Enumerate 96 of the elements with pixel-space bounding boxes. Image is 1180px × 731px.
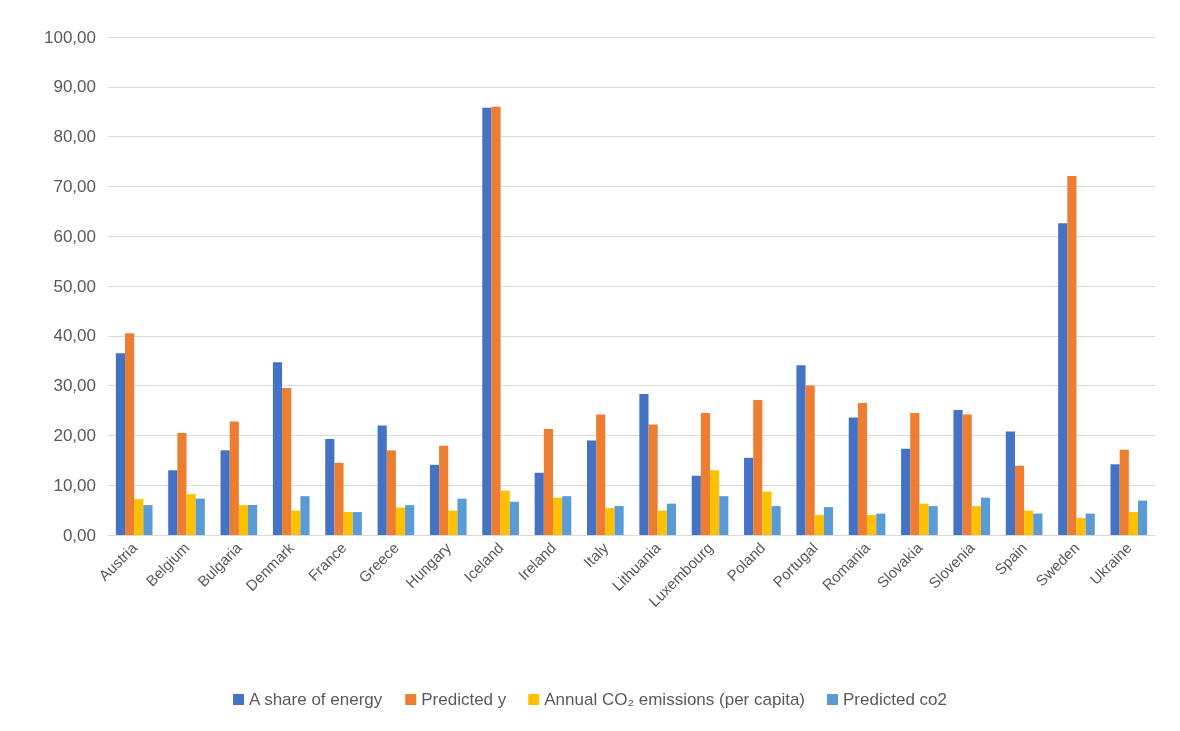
bar [857,403,868,535]
bar [771,506,781,535]
bar [125,333,135,535]
bar [848,417,858,535]
bar [500,490,510,535]
bar [928,506,938,535]
bar [195,498,205,535]
y-tick-label: 60,00 [53,226,96,246]
bar [753,400,763,535]
bar [377,425,387,535]
bar [1119,449,1129,535]
bar [238,505,249,535]
bar [953,410,963,535]
y-tick-label: 90,00 [53,77,96,97]
bar [325,438,335,535]
bar [448,510,458,535]
bar [805,385,815,535]
legend-label: Predicted co2 [843,690,947,709]
bar [971,506,981,535]
bar [910,412,920,535]
y-tick-label: 20,00 [53,425,96,445]
bar [1137,500,1148,535]
y-tick-label: 0,00 [62,525,96,545]
bar [482,107,492,535]
bar [491,106,501,535]
bar [282,388,292,535]
bar [710,470,720,535]
bar [657,510,667,535]
bar [457,498,467,535]
bar [639,394,649,535]
bar [719,496,729,535]
bar [962,414,972,535]
bar [343,512,353,535]
bar [562,496,572,535]
bar [134,499,144,535]
bar [272,362,283,535]
bar [143,505,153,535]
bar [352,512,362,535]
legend-label: Predicted y [421,690,507,709]
bar [229,421,239,535]
bar [177,432,187,535]
bar [220,450,230,535]
bar [334,462,344,535]
bar [700,412,711,535]
bar [614,506,624,535]
y-tick-label: 40,00 [53,326,96,346]
bar [901,448,911,535]
bar [1058,223,1068,535]
bar [1067,175,1077,535]
bar [300,496,310,535]
bar [395,507,406,535]
bar [386,450,396,535]
bar [1085,513,1095,535]
bar [587,440,597,535]
bar [1005,431,1015,535]
legend-label: Annual CO₂ emissions (per capita) [544,690,806,709]
bar [605,508,615,535]
bar [1110,464,1120,535]
bar [1014,465,1025,535]
x-tick-label: Italy [579,538,612,571]
y-tick-label: 100,00 [44,27,96,47]
bar [867,515,877,535]
bar [814,515,824,535]
y-tick-label: 50,00 [53,276,96,296]
bar [429,464,440,535]
bar [596,414,606,535]
bar [291,510,301,535]
bar [168,470,178,535]
y-tick-label: 10,00 [53,475,96,495]
bar [543,428,553,535]
bar [552,497,563,535]
bar [1076,518,1086,535]
bar [919,503,929,535]
y-tick-label: 70,00 [53,176,96,196]
bar [691,475,701,535]
legend-label: A share of energy [249,690,383,709]
bar [762,491,772,535]
bar [1024,510,1034,535]
bar [1128,512,1138,535]
bar [648,424,658,535]
bar [823,507,834,535]
bar [439,445,449,535]
bar [876,513,886,535]
bar [186,494,196,535]
bar [666,503,676,535]
bar [744,457,754,535]
bar [980,497,991,535]
y-tick-label: 80,00 [53,127,96,147]
bar [115,353,126,535]
bar [405,505,415,535]
bar [534,472,544,535]
bar [796,365,806,535]
bar [509,501,519,535]
y-tick-label: 30,00 [53,376,96,396]
bar [248,505,258,535]
bar [1033,513,1043,535]
